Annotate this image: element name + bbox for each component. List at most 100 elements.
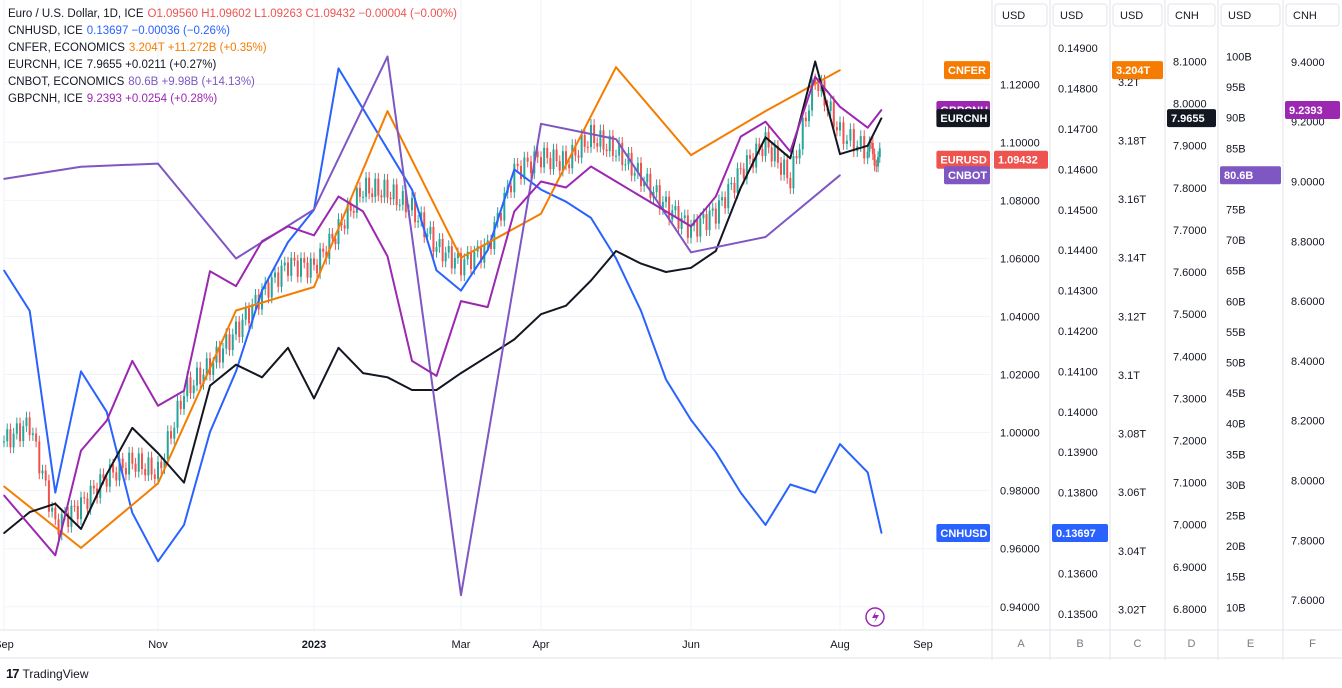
series-point xyxy=(665,378,667,381)
candle-body xyxy=(577,155,580,158)
series-point xyxy=(183,524,185,526)
axis-tick-label: 0.14600 xyxy=(1058,164,1098,176)
candle-body xyxy=(730,182,733,185)
candle-body xyxy=(118,458,121,481)
axis-value-tag xyxy=(1052,524,1108,543)
axis-letter: C xyxy=(1134,638,1142,650)
series-line-gbpcnh xyxy=(3,75,883,557)
series-point xyxy=(105,419,108,422)
axis-tick-label: 6.8000 xyxy=(1173,604,1207,616)
candle-body xyxy=(386,179,389,198)
candle-body xyxy=(859,136,862,147)
series-point xyxy=(3,485,5,488)
candle-body xyxy=(624,164,627,166)
series-point xyxy=(235,370,237,373)
series-point xyxy=(435,389,438,391)
series-name-label xyxy=(936,150,990,169)
candle-body xyxy=(677,205,680,229)
candle-body xyxy=(733,182,736,193)
axis-letter: A xyxy=(1017,638,1025,650)
candle-body xyxy=(674,205,677,211)
candle-body xyxy=(9,429,12,448)
series-point xyxy=(715,195,717,198)
candle-body xyxy=(392,184,395,200)
candle-body xyxy=(590,124,592,148)
candle-body xyxy=(38,441,41,474)
series-point xyxy=(880,117,883,119)
series-point xyxy=(814,76,816,78)
candle-body xyxy=(6,429,9,442)
series-name-label-text: CNBOT xyxy=(948,170,987,182)
candle-body xyxy=(742,168,745,179)
candle-body xyxy=(845,140,848,144)
axis-tick-label: 0.13800 xyxy=(1058,488,1098,500)
candle-body xyxy=(293,257,296,261)
axis-tick-label: 3.14T xyxy=(1118,253,1146,265)
candle-body xyxy=(776,145,779,163)
candle-body xyxy=(574,145,577,156)
candle-body xyxy=(248,308,250,324)
axis-value-tag-text: 0.13697 xyxy=(1056,528,1096,540)
legend-row[interactable]: Euro / U.S. Dollar, 1D, ICE O1.09560 H1.0… xyxy=(8,6,457,23)
candle-body xyxy=(568,164,571,169)
axis-letter: D xyxy=(1188,638,1196,650)
axis-tick-label: 3.08T xyxy=(1118,429,1146,441)
candle-body xyxy=(157,461,159,479)
candle-body xyxy=(717,200,720,224)
series-name-label-text: EURUSD xyxy=(940,155,987,167)
candle-body xyxy=(73,505,76,507)
axis-value-tag xyxy=(994,150,1048,169)
tradingview-brand: 17 TradingView xyxy=(6,666,89,681)
candle-body xyxy=(636,162,639,174)
candle-body xyxy=(218,346,221,363)
series-point xyxy=(3,494,5,497)
axis-tick-label: 1.00000 xyxy=(1000,428,1040,440)
legend-row[interactable]: CNBOT, ECONOMICS 80.6B +9.98B (+14.13%) xyxy=(8,74,457,91)
candle-body xyxy=(67,512,70,527)
axis-tick-label: 7.3000 xyxy=(1173,393,1207,405)
series-point xyxy=(131,512,134,514)
candle-body xyxy=(783,159,786,175)
flash-icon[interactable] xyxy=(865,607,885,627)
axis-unit-button xyxy=(994,3,1048,27)
axis-tick-label: 3.04T xyxy=(1118,546,1146,558)
candle-body xyxy=(618,142,621,156)
axis-unit-button xyxy=(1220,3,1281,27)
candle-body xyxy=(225,334,228,349)
series-point xyxy=(209,431,211,433)
series-point xyxy=(513,210,516,213)
series-point xyxy=(460,594,462,596)
axis-tick-label: 3.1T xyxy=(1118,370,1140,382)
axis-letter: E xyxy=(1247,638,1254,650)
candle-body xyxy=(163,459,166,469)
series-line-cnhusd xyxy=(3,67,883,563)
candle-body xyxy=(244,308,247,320)
legend-row[interactable]: CNHUSD, ICE 0.13697 −0.00036 (−0.26%) xyxy=(8,23,457,40)
legend-row[interactable]: GBPCNH, ICE 9.2393 +0.0254 (+0.28%) xyxy=(8,91,457,108)
axis-tick-label: 0.94000 xyxy=(1000,602,1040,614)
candle-body xyxy=(483,244,486,263)
series-point xyxy=(866,144,869,147)
axis-unit-label: USD xyxy=(1120,10,1143,22)
axis-tick-label: 40B xyxy=(1226,419,1246,431)
candle-body xyxy=(334,238,337,245)
series-point xyxy=(880,532,883,534)
axis-tick-label: 3.2T xyxy=(1118,77,1140,89)
legend-row[interactable]: EURCNH, ICE 7.9655 +0.0211 (+0.27%) xyxy=(8,57,457,74)
candle-body xyxy=(877,157,880,167)
candle-body xyxy=(643,182,646,187)
candle-body xyxy=(108,464,111,487)
series-name-label xyxy=(944,61,990,80)
candle-body xyxy=(313,258,315,265)
candle-body xyxy=(500,213,502,221)
legend-row[interactable]: CNFER, ECONOMICS 3.204T +11.272B (+0.35%) xyxy=(8,40,457,57)
series-name-label-text: EURCNH xyxy=(940,113,987,125)
candle-body xyxy=(510,185,512,193)
candle-body xyxy=(817,84,820,92)
chart-legend: Euro / U.S. Dollar, 1D, ICE O1.09560 H1.0… xyxy=(8,6,457,108)
series-point xyxy=(386,110,389,112)
series-point xyxy=(460,256,462,259)
series-name-label xyxy=(936,109,990,128)
candle-body xyxy=(115,472,118,481)
